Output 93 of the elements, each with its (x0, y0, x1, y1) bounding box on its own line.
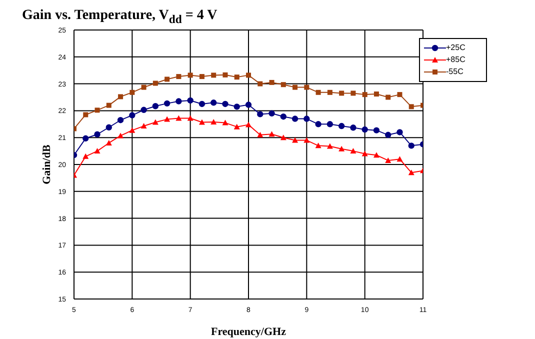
point (129, 112, 136, 118)
point (292, 116, 298, 122)
point (386, 94, 391, 100)
point (94, 108, 100, 113)
point (258, 81, 263, 86)
x-axis-title: Frequency/GHz (211, 326, 286, 338)
point (187, 115, 194, 121)
point (245, 102, 252, 108)
point (199, 74, 204, 80)
point (164, 100, 170, 107)
point (315, 142, 322, 148)
point (268, 110, 275, 116)
point (304, 137, 310, 143)
point (339, 90, 344, 96)
point (83, 112, 88, 118)
point (373, 152, 380, 158)
point (408, 104, 414, 110)
point (140, 123, 147, 129)
point (304, 116, 310, 122)
point (246, 72, 251, 78)
point (385, 132, 392, 138)
point (397, 92, 402, 98)
point (211, 72, 216, 78)
point (106, 102, 112, 108)
point (315, 121, 322, 128)
point (338, 122, 345, 130)
point (304, 84, 310, 90)
point (280, 82, 286, 88)
point (257, 111, 264, 118)
point (362, 150, 368, 156)
point (222, 120, 228, 126)
point (269, 80, 274, 85)
point (234, 124, 240, 130)
point (350, 124, 356, 131)
point (326, 143, 333, 149)
point (234, 74, 240, 80)
point (187, 97, 194, 104)
point (292, 84, 298, 90)
point (408, 142, 414, 149)
point (362, 126, 368, 133)
point (198, 119, 205, 125)
point (316, 90, 321, 95)
point (164, 76, 170, 82)
point (338, 146, 345, 152)
point (152, 103, 159, 110)
point (188, 72, 193, 78)
point (374, 92, 379, 97)
point (176, 74, 182, 80)
point (152, 119, 158, 125)
point (129, 127, 136, 133)
point (396, 129, 403, 136)
point (118, 132, 124, 138)
point (82, 135, 89, 142)
point (234, 104, 240, 110)
point (117, 117, 124, 124)
point (176, 98, 182, 104)
legend-label: +85C (446, 54, 466, 66)
legend-label: -55C (446, 66, 464, 78)
point (327, 90, 332, 95)
point (210, 119, 217, 124)
point (141, 84, 146, 90)
point (118, 94, 124, 100)
point (176, 115, 182, 121)
point (280, 114, 286, 120)
point (82, 153, 89, 159)
point (222, 100, 228, 108)
point (94, 148, 100, 154)
point (280, 134, 286, 140)
point (198, 100, 206, 108)
point (350, 90, 356, 96)
point (396, 156, 403, 162)
point (222, 72, 228, 78)
point (326, 121, 334, 128)
point (140, 106, 147, 113)
point (292, 137, 298, 143)
point (350, 148, 356, 154)
point (385, 157, 392, 163)
point (152, 80, 158, 86)
point (130, 90, 135, 95)
y-axis-title: Gain/dB (40, 144, 53, 184)
point (106, 124, 112, 130)
point (257, 132, 264, 138)
point (106, 140, 112, 146)
chart-title: Gain vs. Temperature, V$_{dd}$ = 4 V (22, 8, 218, 26)
point (373, 127, 380, 134)
point (246, 122, 252, 128)
point (268, 131, 275, 137)
point (164, 116, 170, 122)
point (94, 131, 100, 138)
legend-label: +25C (446, 42, 466, 54)
point (408, 170, 414, 176)
point (362, 92, 368, 98)
point (210, 100, 217, 106)
